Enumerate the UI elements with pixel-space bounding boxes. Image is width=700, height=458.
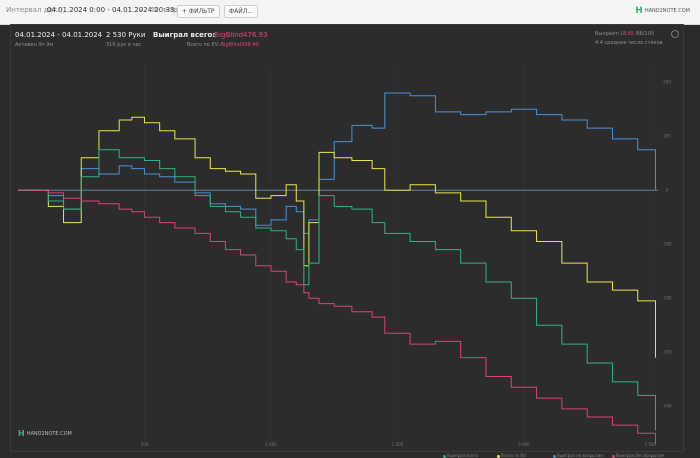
hands-per-hour: 310 рук в час bbox=[106, 42, 142, 48]
x-tick-label: 1 000 bbox=[265, 442, 277, 447]
y-tick-label: 200 bbox=[663, 80, 671, 85]
winrate-value: -18.85 bbox=[618, 31, 635, 37]
legend-label: Выиграл без вскрытия bbox=[616, 453, 664, 458]
filters-label: Фильтры bbox=[150, 6, 184, 14]
legend-item[interactable]: Выиграл без вскрытия bbox=[612, 453, 664, 458]
chart-watermark: H HAND2NOTE.COM bbox=[18, 429, 72, 438]
watermark-text: HAND2NOTE.COM bbox=[26, 430, 72, 437]
series-line-3 bbox=[18, 189, 656, 444]
hand2note-logo: H HAND2NOTE.COM bbox=[635, 6, 690, 16]
y-tick-label: 100 bbox=[663, 134, 671, 139]
active-time: Активен 9ч 9м bbox=[15, 42, 54, 48]
x-tick-label: 1 500 bbox=[392, 442, 404, 447]
hand2note-h-icon: H bbox=[635, 6, 643, 16]
ev-total-label: Всего по EV: bbox=[187, 42, 220, 48]
winrate-unit: BB/100 bbox=[636, 31, 655, 37]
interval-selector[interactable]: 04.01.2024 0:00 - 04.01.2024 20:33 bbox=[47, 6, 175, 14]
chevron-down-icon[interactable]: ⌄ bbox=[138, 5, 144, 13]
legend-label: Всего по EV bbox=[501, 453, 526, 458]
add-filter-button[interactable]: + ФИЛЬТР bbox=[177, 5, 220, 18]
file-button[interactable]: ФАЙЛ... bbox=[224, 5, 258, 18]
ev-total-value: -BigBlind306.40 bbox=[219, 42, 259, 48]
series-line-1 bbox=[18, 116, 656, 358]
date-range: 04.01.2024 - 04.01.2024 bbox=[15, 31, 103, 39]
won-total-label: Выиграл всего: bbox=[153, 31, 216, 39]
legend-item[interactable]: Выиграл всего bbox=[443, 453, 478, 458]
legend-dot-icon bbox=[497, 454, 500, 458]
legend-item[interactable]: Всего по EV bbox=[497, 453, 526, 458]
y-tick-label: -100 bbox=[662, 242, 672, 247]
y-tick-label: -400 bbox=[662, 404, 672, 409]
y-tick-label: 0 bbox=[666, 188, 669, 193]
interval-label: Интервал дат: bbox=[6, 6, 60, 14]
hands-count: 2 530 Руки bbox=[106, 31, 146, 39]
legend-label: Выиграл на вскрытии bbox=[557, 453, 603, 458]
logo-text: HAND2NOTE.COM bbox=[644, 8, 690, 14]
x-tick-label: 500 bbox=[141, 442, 149, 447]
legend-label: Выиграл всего bbox=[447, 453, 478, 458]
x-tick-label: 2 000 bbox=[518, 442, 530, 447]
y-tick-label: -300 bbox=[662, 350, 672, 355]
winrate-label: Вынрейт: bbox=[595, 31, 620, 37]
won-total-value: -BigBlind476.93 bbox=[212, 31, 268, 39]
legend-dot-icon bbox=[553, 454, 556, 458]
graph-panel: 04.01.2024 - 04.01.2024 Активен 9ч 9м 2 … bbox=[10, 24, 684, 452]
legend-dot-icon bbox=[443, 454, 446, 458]
y-tick-label: -200 bbox=[662, 296, 672, 301]
series-line-2 bbox=[18, 149, 656, 431]
settings-icon[interactable] bbox=[671, 30, 679, 38]
avg-stacks: 4.4 среднее число стеков bbox=[595, 40, 663, 46]
legend-dot-icon bbox=[612, 454, 615, 458]
legend-item[interactable]: Выиграл на вскрытии bbox=[553, 453, 603, 458]
x-tick-label: 2 500 bbox=[645, 442, 657, 447]
hand2note-h-icon: H bbox=[18, 429, 25, 438]
series-line-0 bbox=[18, 92, 656, 234]
